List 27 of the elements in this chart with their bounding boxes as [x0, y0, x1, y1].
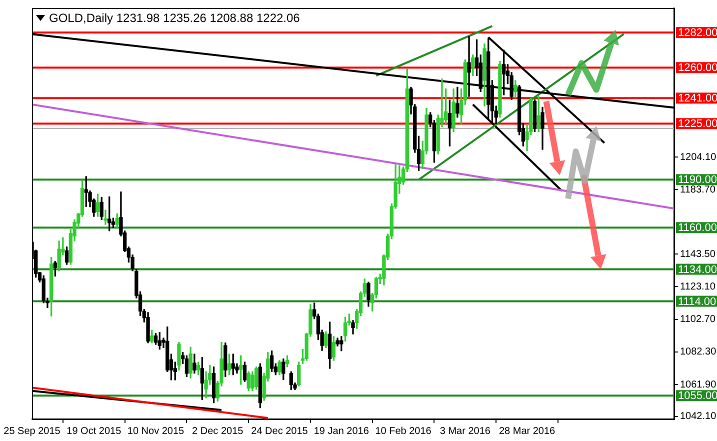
ref-line-label: 1282.00 — [678, 27, 717, 40]
y-tick-label: 1082.30 — [680, 346, 717, 358]
ref-line-label: 1160.00 — [678, 222, 717, 234]
x-tick-label: 10 Nov 2015 — [127, 426, 185, 437]
y-tick-label: 1123.10 — [680, 281, 716, 292]
x-tick-label: 2 Dec 2015 — [192, 426, 244, 437]
y-tick-label: 1143.50 — [680, 248, 716, 260]
x-tick-label: 25 Sep 2015 — [4, 426, 61, 437]
x-tick-label: 28 Mar 2016 — [498, 426, 556, 437]
ref-line-label: 1225.00 — [678, 118, 717, 130]
x-tick-label: 3 Mar 2016 — [440, 426, 491, 437]
y-tick-label: 1061.90 — [680, 379, 717, 390]
ref-line-label: 1134.00 — [678, 264, 717, 276]
ref-line-label: 1114.00 — [678, 296, 716, 308]
chart-title: GOLD,Daily 1231.98 1235.26 1208.88 1222.06 — [49, 11, 300, 25]
y-tick-label: 1183.70 — [680, 184, 716, 196]
y-tick-label: 1204.10 — [680, 152, 717, 163]
x-tick-label: 19 Jan 2016 — [314, 426, 370, 437]
ref-line-label: 1260.00 — [678, 62, 717, 74]
x-tick-label: 24 Dec 2015 — [251, 426, 308, 437]
ref-line-label: 1241.00 — [678, 92, 717, 105]
x-tick-label: 19 Oct 2015 — [66, 426, 122, 437]
y-tick-label: 1042.10 — [680, 411, 717, 422]
x-tick-label: 10 Feb 2016 — [375, 426, 432, 437]
ref-line-label: 1055.00 — [678, 390, 717, 402]
y-tick-label: 1102.70 — [680, 314, 716, 326]
ref-line-label: 1190.00 — [678, 174, 717, 186]
